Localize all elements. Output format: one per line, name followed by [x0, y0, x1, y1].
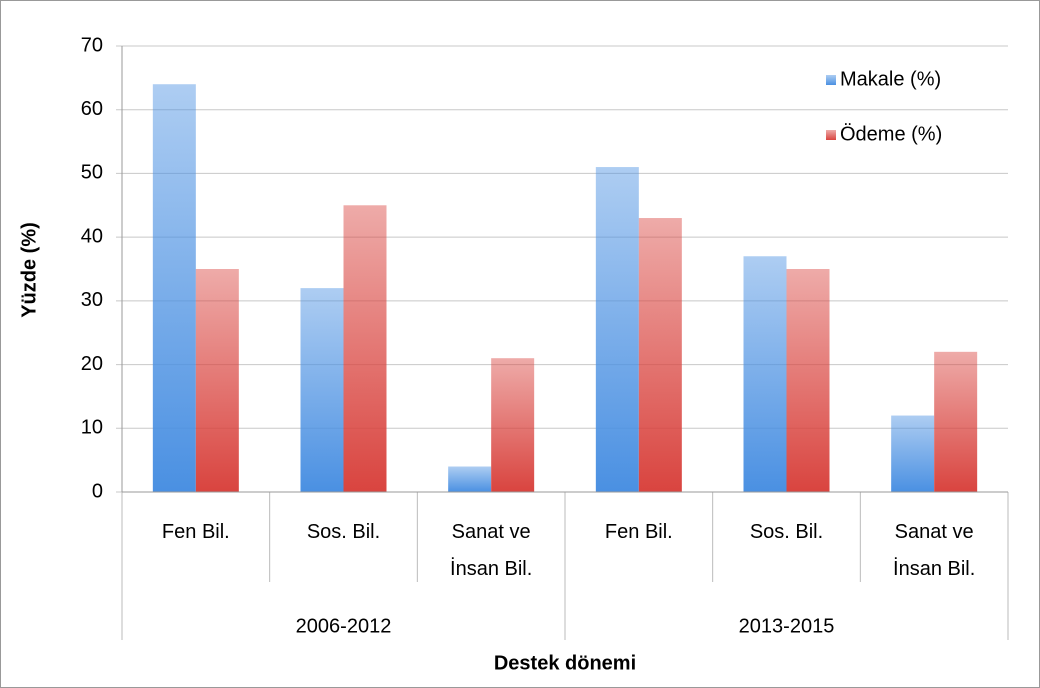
legend-swatch: [826, 130, 836, 140]
legend-label: Makale (%): [840, 68, 941, 90]
legend-label: Ödeme (%): [840, 123, 942, 145]
y-axis-title: Yüzde (%): [18, 222, 40, 318]
y-tick-label: 10: [81, 417, 103, 439]
y-tick-label: 70: [81, 34, 103, 56]
x-tick-label: Sos. Bil.: [306, 521, 381, 543]
bar: [152, 84, 196, 492]
y-tick-label: 20: [81, 353, 103, 375]
x-tick-label: Sanat ve İnsan Bil.: [450, 521, 533, 580]
y-tick-label: 60: [81, 98, 103, 120]
group-label: 2013-2015: [739, 615, 835, 637]
y-tick-label: 0: [92, 480, 103, 502]
y-tick-label: 40: [81, 225, 103, 247]
x-tick-label: Sos. Bil.: [749, 521, 824, 543]
x-axis-title: Destek dönemi: [494, 652, 636, 674]
y-tick-label: 30: [81, 289, 103, 311]
x-tick-label: Sanat ve İnsan Bil.: [893, 521, 976, 580]
x-tick-label: Fen Bil.: [604, 521, 673, 543]
bar: [786, 269, 830, 492]
bar: [934, 351, 978, 492]
legend-swatch: [826, 75, 836, 85]
bar: [491, 358, 535, 492]
bar: [195, 269, 239, 492]
y-tick-label: 50: [81, 162, 103, 184]
bar: [448, 466, 492, 492]
bar: [891, 415, 935, 492]
group-label: 2006-2012: [296, 615, 392, 637]
bar: [343, 205, 387, 493]
bar: [743, 256, 787, 492]
bar: [595, 167, 639, 493]
bar: [300, 288, 344, 492]
x-tick-label: Fen Bil.: [161, 521, 230, 543]
bar: [638, 218, 682, 492]
